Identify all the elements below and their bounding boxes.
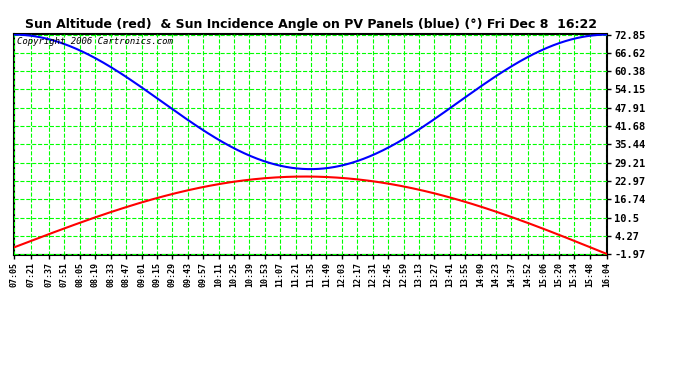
Title: Sun Altitude (red)  & Sun Incidence Angle on PV Panels (blue) (°) Fri Dec 8  16:: Sun Altitude (red) & Sun Incidence Angle… bbox=[25, 18, 596, 31]
Text: Copyright 2006 Cartronics.com: Copyright 2006 Cartronics.com bbox=[17, 37, 172, 46]
